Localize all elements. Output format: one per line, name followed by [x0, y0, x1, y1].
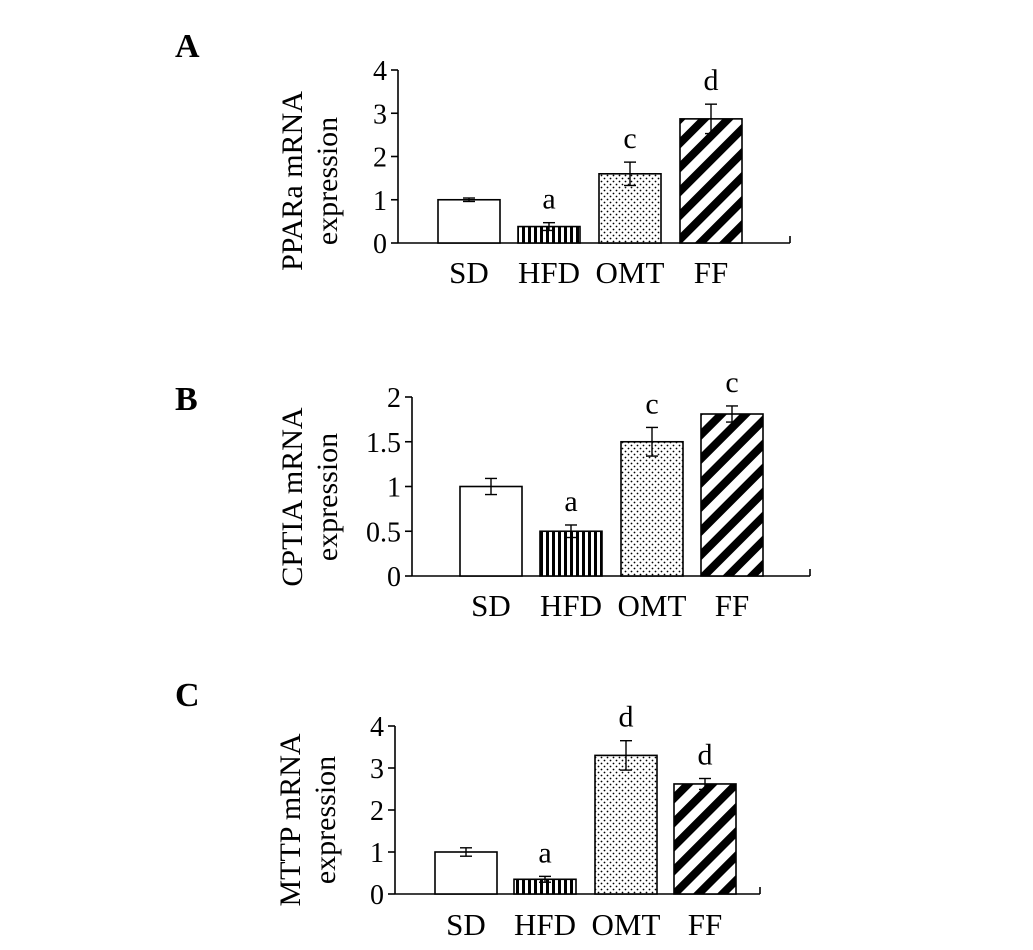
panel-c-category-label: HFD — [514, 907, 576, 942]
panel-b-bar-hfd — [539, 530, 603, 577]
panel-c-bar-ff — [673, 783, 737, 895]
panel-b-y-tick-label: 1.5 — [366, 428, 401, 459]
panel-a-y-tick-label: 2 — [373, 143, 387, 174]
panel-a-significance-letter: a — [542, 183, 555, 216]
panel-c-category-label: SD — [446, 907, 486, 942]
panel-b-category-label: OMT — [618, 588, 687, 623]
panel-a-category-label: HFD — [518, 255, 580, 290]
panel-b-significance-letter: c — [725, 366, 738, 399]
panel-b-label: B — [175, 381, 198, 418]
panel-b-y-tick-label: 0.5 — [366, 517, 401, 548]
panel-a-y-tick-label: 4 — [373, 56, 387, 87]
panel-a-bar-ff — [679, 118, 743, 244]
panel-c-y-tick-label: 3 — [370, 754, 384, 785]
panel-b-bars — [459, 405, 764, 577]
panel-b-category-label: HFD — [540, 588, 602, 623]
panel-b-bar-ff — [700, 413, 764, 577]
panel-a-labels: SD HFD a OMT c FF d — [449, 64, 728, 290]
panel-a: A PPARa mRNA expression 0 1 2 3 4 SD HFD a OMT c… — [175, 28, 791, 290]
panel-b-ylabel-line1: CPTIA mRNA — [276, 407, 309, 587]
panel-a-ylabel-line1: PPARa mRNA — [276, 91, 309, 271]
panel-c-bar-sd — [434, 851, 498, 895]
panel-a-bars — [437, 103, 743, 244]
panel-c-significance-letter: a — [538, 836, 551, 869]
panel-a-bar-sd — [437, 198, 501, 244]
panel-a-category-label: SD — [449, 255, 489, 290]
panel-a-y-tick-label: 0 — [373, 229, 387, 260]
panel-b-bar-omt — [620, 440, 684, 577]
panel-b-ylabel-line2: expression — [311, 433, 344, 561]
panel-a-significance-letter: d — [704, 64, 719, 97]
panel-c-y-tick-label: 1 — [370, 838, 384, 869]
panel-b-category-label: FF — [715, 588, 749, 623]
panel-b-category-label: SD — [471, 588, 511, 623]
panel-b-labels: SD HFD a OMT c FF c — [471, 366, 749, 623]
panel-c-label: C — [175, 677, 200, 714]
panel-c-ylabel-line2: expression — [309, 756, 342, 884]
panel-c-significance-letter: d — [698, 739, 713, 772]
panel-a-ylabel-line2: expression — [311, 117, 344, 245]
panel-b-significance-letter: a — [564, 485, 577, 518]
panel-c-y-tick-label: 0 — [370, 880, 384, 911]
panel-c-category-label: OMT — [592, 907, 661, 942]
panel-c-significance-letter: d — [619, 701, 634, 734]
panel-b: B CPTIA mRNA expression 0 0.5 1 1.5 2 SD HFD a… — [175, 366, 811, 623]
panel-b-y-tick-label: 2 — [387, 383, 401, 414]
panel-a-significance-letter: c — [623, 122, 636, 155]
panel-b-significance-letter: c — [645, 387, 658, 420]
panel-c: C MTTP mRNA expression 0 1 2 3 4 SD HFD a OMT d F… — [175, 677, 761, 942]
panel-a-label: A — [175, 28, 200, 65]
panel-c-bars — [434, 740, 737, 895]
panel-c-y-tick-label: 2 — [370, 796, 384, 827]
panel-c-category-label: FF — [688, 907, 722, 942]
panel-c-y-tick-label: 4 — [370, 712, 384, 743]
panel-a-y-tick-label: 3 — [373, 99, 387, 130]
panel-a-y-tick-label: 1 — [373, 186, 387, 217]
panel-c-ylabel-line1: MTTP mRNA — [274, 733, 307, 906]
panel-b-bar-sd — [459, 485, 523, 577]
panel-a-category-label: FF — [694, 255, 728, 290]
panel-b-y-tick-label: 0 — [387, 562, 401, 593]
panel-b-y-tick-label: 1 — [387, 473, 401, 504]
panel-a-category-label: OMT — [596, 255, 665, 290]
panel-c-bar-omt — [594, 754, 658, 895]
panel-c-labels: SD HFD a OMT d FF d — [446, 701, 722, 942]
